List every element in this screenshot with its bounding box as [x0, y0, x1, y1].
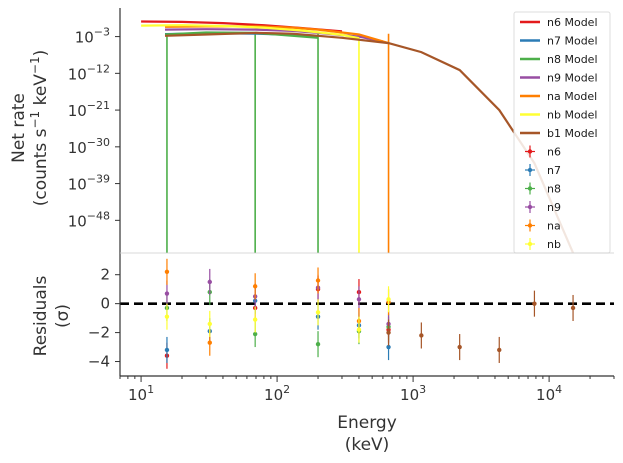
y-axis-title-bottom-line2: (σ) [53, 304, 73, 328]
residual-point-n8-3 [315, 341, 321, 347]
residual-point-b1-3 [497, 347, 502, 353]
residual-point-b1-0 [386, 330, 391, 335]
legend-label-8: n7 [547, 164, 561, 177]
legend-label-7: n6 [547, 146, 561, 159]
residual-point-b1-5 [570, 305, 576, 311]
residual-point-nb-4 [356, 327, 362, 332]
residual-point-na-3 [315, 278, 321, 283]
residual-point-n9-4 [356, 297, 362, 302]
top-y-tick-label: 10−3 [75, 26, 110, 47]
residual-point-n9-1 [207, 279, 212, 285]
residual-point-na-2 [252, 284, 258, 289]
net-rate-panel: 10−3 10−12 10−21 10−30 10−39 10−48 n6 Model n7… [68, 8, 611, 254]
legend-label-1: n7 Model [547, 35, 598, 48]
bottom-y-tick-label: 0 [100, 295, 110, 313]
legend-label-2: n8 Model [547, 53, 598, 66]
legend-label-12: nb [547, 238, 561, 251]
top-y-tick-label: 10−12 [68, 62, 110, 83]
bottom-y-tick-label: −2 [88, 324, 110, 342]
top-y-tick-label: 10−30 [68, 136, 110, 157]
residual-point-nb-1 [207, 321, 212, 327]
residual-point-n9-0 [164, 291, 170, 296]
y-axis-title-top-line1: Net rate [9, 93, 29, 163]
bottom-y-tick-label: −4 [88, 353, 110, 371]
legend: n6 Model n7 Model n8 Model n9 Model na Model… [513, 11, 611, 254]
y-axis-title-top-line2: (counts s−1 keV−1) [28, 50, 51, 207]
residual-point-b1-2 [457, 344, 462, 350]
residuals-panel: 2 0 −2 −4 [88, 252, 614, 376]
legend-label-9: n8 [547, 183, 561, 196]
top-y-tick-label: 10−48 [68, 209, 110, 230]
residual-point-n7-0 [164, 347, 170, 353]
x-axis-title-line2: (keV) [345, 435, 390, 455]
legend-label-4: na Model [547, 90, 597, 103]
residual-point-nb-2 [252, 317, 258, 322]
legend-label-6: b1 Model [547, 127, 598, 140]
legend-marker-8 [527, 167, 533, 173]
legend-label-10: n9 [547, 201, 561, 214]
legend-marker-10 [527, 204, 533, 210]
residual-point-n8-2 [252, 331, 258, 337]
legend-marker-11 [527, 223, 533, 228]
residual-point-b1-4 [532, 301, 537, 306]
residual-point-nb-3 [315, 310, 321, 315]
x-tick-label: 102 [264, 383, 290, 404]
x-tick-label: 104 [536, 383, 562, 404]
legend-label-11: na [547, 220, 561, 233]
bottom-y-tick-label: 2 [100, 266, 110, 284]
model-line-b1-model [164, 31, 575, 253]
top-y-tick-label: 10−21 [68, 99, 110, 120]
residual-point-b1-1 [419, 333, 424, 338]
model-line-nb-model [141, 24, 360, 40]
y-axis-title-bottom-line1: Residuals [31, 276, 51, 357]
legend-label-5: nb Model [547, 109, 597, 122]
legend-marker-7 [527, 149, 533, 154]
x-tick-label: 101 [128, 383, 154, 404]
legend-marker-9 [527, 186, 533, 191]
legend-label-0: n6 Model [547, 16, 598, 29]
residual-point-nb-0 [164, 314, 170, 319]
residual-point-n7-5 [386, 344, 391, 350]
residual-point-nb-5 [386, 297, 391, 302]
top-y-tick-label: 10−39 [68, 173, 110, 194]
x-tick-label: 103 [400, 383, 426, 404]
x-axis-title-line1: Energy [337, 413, 397, 433]
legend-marker-12 [527, 241, 533, 247]
legend-label-3: n9 Model [547, 72, 598, 85]
residual-point-na-1 [207, 340, 212, 345]
residual-point-na-0 [164, 269, 170, 275]
